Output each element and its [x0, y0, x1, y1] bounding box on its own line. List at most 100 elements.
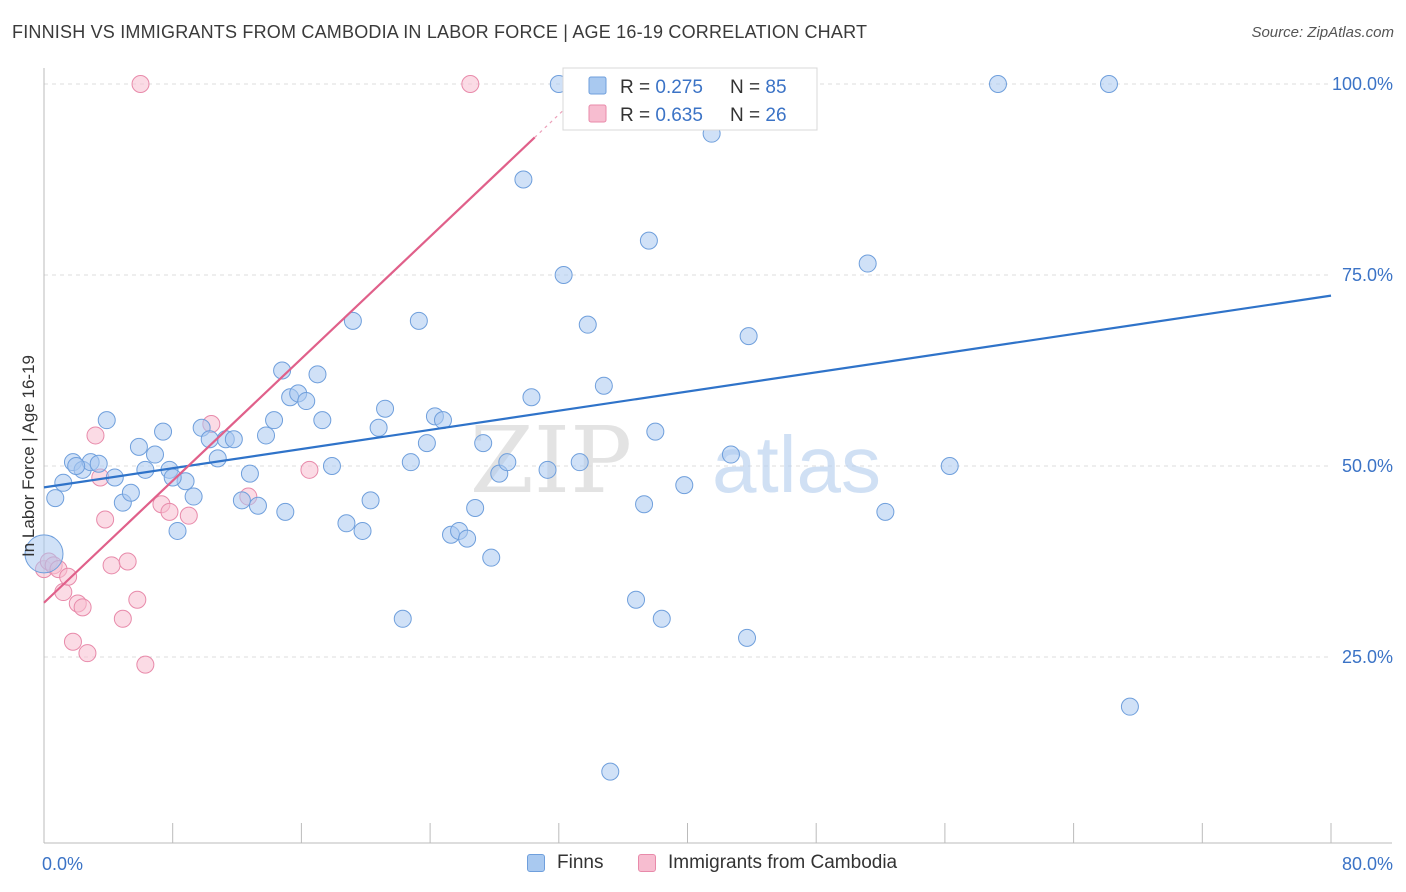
- finns-point: [154, 422, 173, 441]
- svg-text:N = 26: N = 26: [730, 105, 787, 126]
- finns-r-label: R =: [620, 77, 655, 98]
- cambodia-point: [86, 426, 105, 445]
- finns-point: [273, 361, 292, 380]
- finns-stats-swatch: [588, 76, 607, 95]
- source-label: Source: ZipAtlas.com: [1251, 24, 1394, 41]
- cambodia-point: [461, 75, 480, 93]
- finns-point: [376, 399, 395, 418]
- finns-point-large: [24, 534, 64, 574]
- watermark: ZIP atlas: [470, 407, 881, 514]
- finns-point: [97, 411, 116, 430]
- y-axis-label: In Labor Force | Age 16-19: [19, 355, 38, 557]
- finns-point: [265, 411, 284, 430]
- finns-point: [67, 457, 86, 475]
- camb-n-label: N =: [730, 105, 765, 126]
- axes: [43, 68, 1392, 844]
- finns-point: [240, 464, 259, 483]
- finns-point: [168, 521, 187, 540]
- legend-item-cambodia[interactable]: Immigrants from Cambodia: [638, 852, 897, 874]
- finns-point: [738, 628, 757, 647]
- finns-point: [940, 457, 959, 475]
- finns-point: [1099, 75, 1118, 93]
- cambodia-point: [136, 655, 155, 674]
- finns-point: [163, 468, 182, 487]
- finns-point: [257, 426, 276, 445]
- finns-point: [554, 266, 573, 284]
- cambodia-point: [179, 506, 198, 525]
- cambodia-point: [63, 632, 82, 651]
- finns-point: [538, 460, 557, 479]
- finns-point: [498, 453, 517, 472]
- finns-point: [988, 75, 1007, 93]
- legend-label-cambodia: Immigrants from Cambodia: [668, 852, 898, 873]
- y-tick-label: 75.0%: [1342, 265, 1393, 285]
- finns-point: [393, 609, 412, 628]
- finns-point: [514, 170, 533, 189]
- cambodia-point: [54, 583, 73, 602]
- camb-stats-swatch: [588, 104, 607, 123]
- finns-r-value: 0.275: [655, 77, 703, 98]
- finns-point: [635, 495, 654, 514]
- finns-point: [675, 476, 694, 495]
- finns-point: [146, 445, 165, 464]
- finns-point: [337, 514, 356, 533]
- cambodia-point: [300, 460, 319, 479]
- cambodia-point: [96, 510, 115, 529]
- y-tick-label: 50.0%: [1342, 456, 1393, 476]
- camb-r-value: 0.635: [655, 105, 703, 126]
- finns-point: [276, 502, 295, 521]
- trend-lines: [43, 94, 1332, 604]
- finns-point: [409, 311, 428, 330]
- finns-point: [232, 491, 251, 510]
- finns-point: [482, 548, 501, 567]
- cambodia-legend-swatch: [638, 854, 656, 872]
- finns-point: [570, 453, 589, 472]
- finns-point: [522, 388, 541, 407]
- cambodia-point: [113, 609, 132, 628]
- finns-point: [313, 411, 332, 430]
- watermark-zip: ZIP: [470, 407, 632, 514]
- y-tick-label: 25.0%: [1342, 647, 1393, 667]
- finns-point: [401, 453, 420, 472]
- cambodia-point: [118, 552, 137, 571]
- finns-point: [129, 437, 148, 456]
- finns-point: [858, 254, 877, 273]
- finns-point: [458, 529, 477, 548]
- finns-point: [297, 392, 316, 411]
- cambodia-point: [59, 567, 78, 586]
- legend-item-finns[interactable]: Finns: [527, 852, 603, 874]
- finns-point: [466, 499, 485, 518]
- finns-point: [646, 422, 665, 441]
- finns-point: [417, 434, 436, 453]
- legend-label-finns: Finns: [557, 852, 604, 873]
- finns-point: [208, 449, 227, 468]
- finns-point: [308, 365, 327, 384]
- finns-point: [343, 311, 362, 330]
- chart-title: FINNISH VS IMMIGRANTS FROM CAMBODIA IN L…: [12, 22, 868, 42]
- finns-point: [89, 454, 108, 473]
- finns-point: [369, 418, 388, 437]
- y-tick-label: 100.0%: [1332, 74, 1393, 94]
- finns-series: [24, 75, 1139, 781]
- cambodia-point: [131, 75, 150, 93]
- camb-n-value: 26: [765, 105, 786, 126]
- tick-labels: 25.0% 50.0% 75.0% 100.0% 0.0% 80.0%: [42, 74, 1393, 874]
- finns-legend-swatch: [527, 854, 545, 872]
- finns-point: [46, 489, 65, 508]
- camb-r-label: R =: [620, 105, 655, 126]
- finns-point: [361, 491, 380, 510]
- svg-text:N = 85: N = 85: [730, 77, 787, 98]
- stats-legend: R = 0.275 N = 85 R = 0.635 N = 26: [562, 67, 818, 131]
- cambodia-point: [78, 644, 97, 663]
- finns-n-label: N =: [730, 77, 765, 98]
- finns-point: [578, 315, 597, 334]
- finns-point: [224, 430, 243, 449]
- finns-n-value: 85: [765, 77, 786, 98]
- finns-point: [322, 457, 341, 475]
- finns-point: [652, 609, 671, 628]
- cambodia-point: [160, 502, 179, 521]
- finns-point: [248, 496, 267, 515]
- finns-point: [136, 460, 155, 479]
- finns-point: [721, 445, 740, 464]
- x-tick-label: 0.0%: [42, 854, 83, 874]
